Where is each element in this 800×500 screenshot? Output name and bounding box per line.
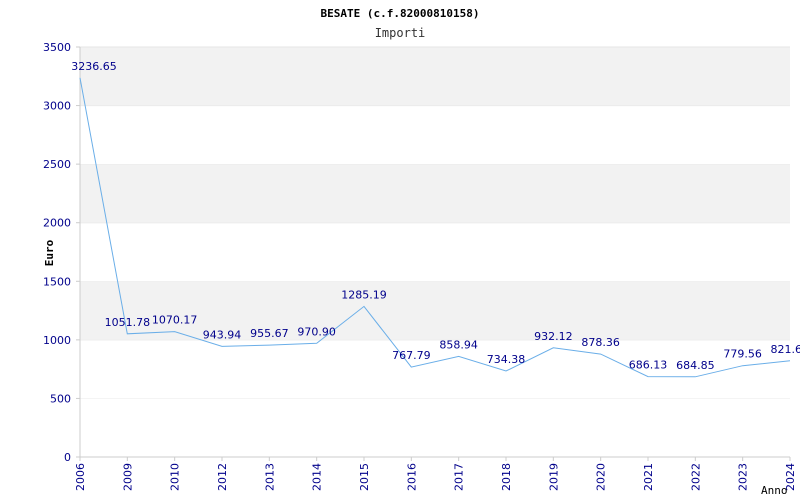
- y-tick-label: 3000: [43, 100, 71, 113]
- grid-band: [80, 398, 790, 457]
- chart-title: BESATE (c.f.82000810158): [321, 7, 480, 20]
- x-axis-label: Anno: [761, 484, 788, 497]
- data-label: 779.56: [723, 348, 762, 361]
- data-label: 970.90: [297, 325, 336, 338]
- grid-band: [80, 164, 790, 223]
- series-line: [79, 77, 791, 378]
- y-tick-label: 0: [64, 451, 71, 464]
- x-tick-label: 2018: [500, 463, 513, 491]
- x-ticks: 2006 2009 2010 2012 2013 2014 2015 2016 2017 2018…: [74, 457, 797, 491]
- x-tick-label: 2013: [263, 463, 276, 491]
- chart-subtitle: Importi: [375, 26, 426, 40]
- x-tick-label: 2017: [453, 463, 466, 491]
- y-tick-label: 3500: [43, 41, 71, 54]
- data-label: 858.94: [439, 338, 478, 351]
- grid-band: [80, 222, 790, 282]
- x-tick-label: 2006: [74, 463, 87, 491]
- x-tick-label: 2015: [358, 463, 371, 491]
- data-label: 1070.17: [152, 314, 198, 327]
- data-label: 932.12: [534, 330, 573, 343]
- grid-band: [80, 47, 790, 106]
- x-tick-label: 2020: [595, 463, 608, 491]
- data-labels: 3236.65 1051.78 1070.17 943.94 955.67 970.90 1…: [71, 60, 800, 372]
- data-label: 767.79: [392, 349, 431, 362]
- x-tick-label: 2022: [689, 463, 702, 491]
- x-tick-label: 2024: [784, 463, 797, 491]
- y-ticks: 0 500 1000 1500 2000 2500 3000 3500: [43, 41, 80, 464]
- data-label: 1051.78: [105, 316, 151, 329]
- y-tick-label: 2000: [43, 217, 71, 230]
- data-label: 684.85: [676, 359, 715, 372]
- data-label: 686.13: [629, 359, 668, 372]
- grid-band: [80, 281, 790, 340]
- data-label: 1285.19: [341, 288, 387, 301]
- data-label: 955.67: [250, 327, 289, 340]
- data-label: 734.38: [487, 353, 526, 366]
- grid-bands: [80, 46, 790, 457]
- y-tick-label: 1000: [43, 334, 71, 347]
- x-tick-label: 2019: [547, 463, 560, 491]
- data-label: 3236.65: [71, 60, 117, 73]
- data-label: 878.36: [581, 336, 620, 349]
- data-label: 943.94: [203, 328, 242, 341]
- x-tick-label: 2010: [169, 463, 182, 491]
- x-tick-label: 2021: [642, 463, 655, 491]
- x-tick-label: 2014: [311, 463, 324, 491]
- x-tick-label: 2009: [121, 463, 134, 491]
- x-tick-label: 2016: [405, 463, 418, 491]
- x-tick-label: 2012: [216, 463, 229, 491]
- y-tick-label: 500: [50, 392, 71, 405]
- grid-band: [80, 339, 790, 399]
- y-tick-label: 2500: [43, 158, 71, 171]
- y-axis-label: Euro: [43, 239, 56, 266]
- grid-band: [80, 105, 790, 165]
- y-tick-label: 1500: [43, 275, 71, 288]
- data-label: 821.6: [771, 343, 800, 356]
- x-tick-label: 2023: [737, 463, 750, 491]
